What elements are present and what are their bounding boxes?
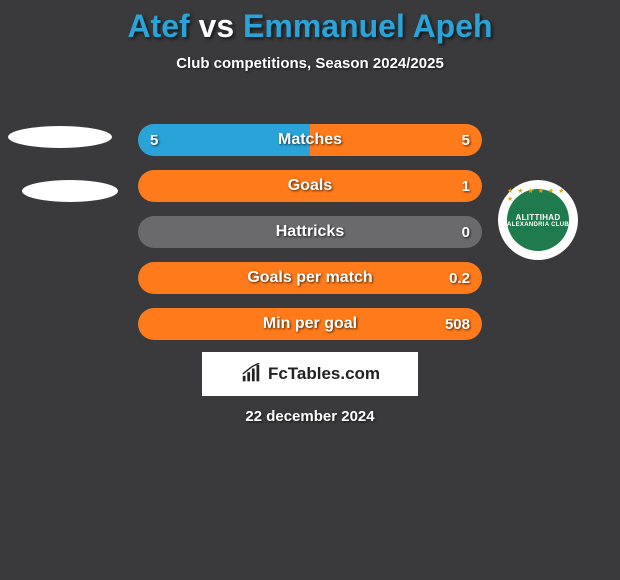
- comparison-title: Atef vs Emmanuel Apeh: [0, 0, 620, 45]
- stat-label: Hattricks: [276, 223, 344, 241]
- stat-value-left: 5: [150, 132, 158, 149]
- stat-label: Matches: [278, 131, 342, 149]
- stat-row: Goals 1: [138, 170, 482, 202]
- stats-container: Matches 5 5 Goals 1 Hattricks 0 Goals per match…: [138, 124, 482, 354]
- brand-chart-icon: [240, 363, 262, 385]
- stat-label: Goals per match: [247, 269, 372, 287]
- stat-label: Goals: [288, 177, 332, 195]
- stat-row: Matches 5 5: [138, 124, 482, 156]
- player1-name: Atef: [127, 8, 189, 44]
- crest-stars-icon: ★ ★ ★ ★ ★ ★ ★: [507, 187, 569, 203]
- subtitle: Club competitions, Season 2024/2025: [0, 55, 620, 72]
- stat-value-right: 0: [462, 224, 470, 241]
- stat-row: Goals per match 0.2: [138, 262, 482, 294]
- stat-label: Min per goal: [263, 315, 357, 333]
- generated-date: 22 december 2024: [0, 408, 620, 425]
- stat-value-right: 508: [445, 316, 470, 333]
- player1-marker: [22, 180, 118, 202]
- crest-text: ALITTIHADALEXANDRIA CLUB: [507, 213, 569, 228]
- stat-row: Hattricks 0: [138, 216, 482, 248]
- brand-text: FcTables.com: [268, 364, 380, 384]
- vs-separator: vs: [199, 8, 235, 44]
- stat-value-right: 5: [462, 132, 470, 149]
- brand-box: FcTables.com: [202, 352, 418, 396]
- player2-club-crest: ★ ★ ★ ★ ★ ★ ★ ALITTIHADALEXANDRIA CLUB: [498, 180, 578, 260]
- stat-value-right: 0.2: [449, 270, 470, 287]
- player2-name: Emmanuel Apeh: [243, 8, 493, 44]
- player1-marker: [8, 126, 112, 148]
- stat-value-right: 1: [462, 178, 470, 195]
- stat-row: Min per goal 508: [138, 308, 482, 340]
- crest-inner: ★ ★ ★ ★ ★ ★ ★ ALITTIHADALEXANDRIA CLUB: [507, 189, 569, 251]
